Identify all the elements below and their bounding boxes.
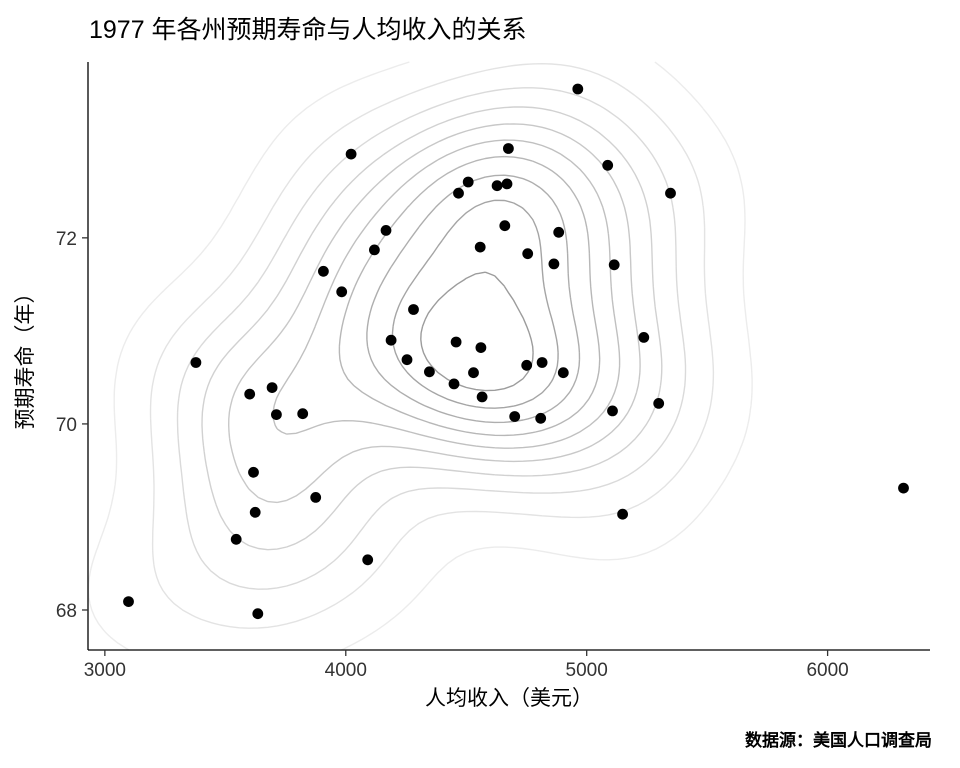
x-tick-label: 5000 — [566, 660, 608, 681]
data-point — [503, 143, 514, 154]
data-point — [252, 608, 264, 620]
x-axis-title: 人均收入（美元） — [425, 687, 593, 710]
data-point — [266, 382, 278, 393]
data-point — [424, 366, 435, 378]
density-contour — [149, 63, 715, 629]
data-point — [509, 411, 521, 422]
data-point — [408, 304, 419, 315]
data-point — [602, 159, 614, 171]
data-point — [385, 334, 397, 346]
data-point — [638, 332, 650, 343]
data-point — [297, 408, 309, 420]
density-contour — [87, 61, 753, 651]
data-point — [617, 508, 628, 520]
chart-title: 1977 年各州预期寿命与人均收入的关系 — [89, 16, 527, 44]
y-tick-label: 72 — [56, 229, 77, 250]
density-contour — [201, 106, 663, 551]
data-point — [230, 533, 242, 545]
data-point — [249, 506, 261, 518]
data-point — [468, 367, 479, 379]
data-point — [572, 83, 584, 95]
data-point — [898, 482, 909, 494]
density-contour — [391, 199, 559, 409]
data-point — [369, 244, 380, 256]
data-point — [450, 336, 462, 348]
data-point — [345, 148, 357, 160]
data-point — [448, 378, 460, 390]
data-point — [248, 466, 259, 478]
data-point — [271, 409, 282, 420]
density-contour — [176, 87, 687, 590]
data-point — [453, 187, 464, 199]
data-point — [123, 596, 134, 607]
data-point — [608, 259, 620, 271]
data-point — [557, 367, 569, 379]
data-point — [653, 398, 665, 409]
data-point — [462, 176, 474, 188]
x-tick-label: 4000 — [325, 660, 367, 681]
data-point — [536, 357, 548, 368]
density-contour — [228, 123, 641, 504]
data-point — [607, 405, 618, 417]
y-tick-label: 68 — [56, 601, 77, 622]
data-point — [499, 220, 511, 232]
data-point — [362, 554, 374, 566]
data-point — [521, 359, 533, 371]
density-contour — [338, 155, 601, 437]
data-point — [501, 178, 513, 190]
data-point — [244, 388, 256, 400]
data-point — [548, 258, 560, 270]
data-point — [474, 241, 486, 253]
data-point — [401, 354, 413, 366]
data-point — [336, 286, 348, 298]
data-point — [535, 412, 547, 424]
source-caption: 数据源：美国人口调查局 — [745, 731, 932, 750]
data-point — [475, 342, 487, 353]
data-point — [491, 180, 503, 192]
x-tick-label: 6000 — [806, 660, 848, 681]
x-tick-label: 3000 — [84, 660, 126, 681]
data-point — [380, 225, 392, 236]
data-point — [522, 248, 534, 260]
data-point — [190, 357, 202, 368]
density-contour — [366, 174, 581, 424]
data-point — [310, 492, 322, 503]
density-contour — [272, 139, 621, 449]
data-point — [665, 187, 676, 199]
data-point — [476, 391, 488, 403]
y-tick-label: 70 — [56, 415, 77, 436]
density-contour — [420, 271, 534, 392]
data-point — [318, 265, 329, 277]
data-point — [553, 226, 565, 238]
